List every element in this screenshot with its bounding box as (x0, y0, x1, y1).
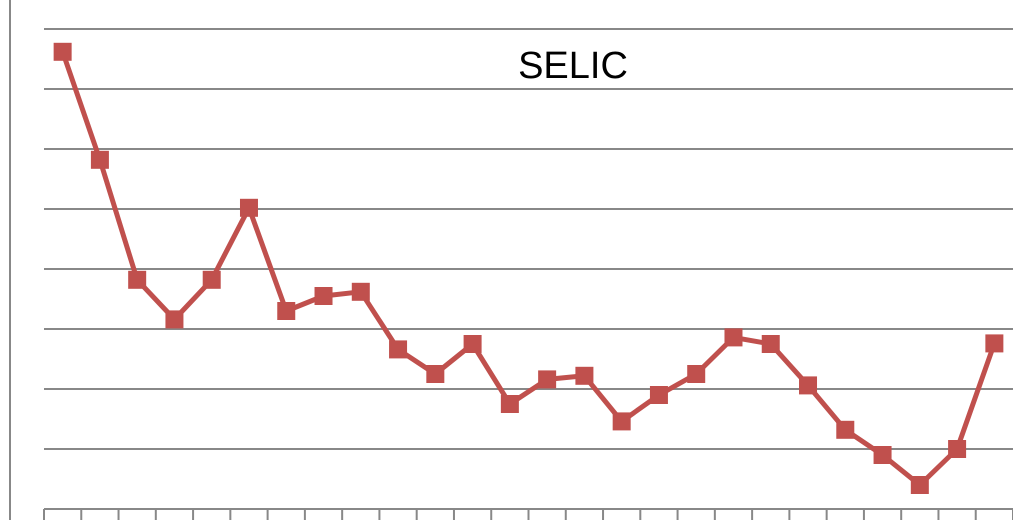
marker (761, 335, 780, 353)
marker (463, 335, 482, 353)
marker (575, 366, 594, 385)
marker (724, 328, 743, 347)
marker (426, 365, 445, 383)
marker (500, 395, 519, 413)
marker (612, 412, 631, 431)
marker (351, 282, 370, 301)
marker (948, 440, 967, 458)
marker (985, 334, 1004, 353)
marker (165, 310, 184, 329)
chart-title: SELIC (518, 45, 628, 87)
marker (836, 420, 855, 439)
marker (128, 270, 147, 289)
marker (873, 446, 892, 464)
marker (910, 476, 929, 494)
marker (649, 386, 668, 404)
series (53, 42, 1004, 494)
marker (389, 340, 408, 359)
marker (799, 376, 818, 395)
marker (90, 150, 109, 169)
marker (277, 302, 296, 320)
marker (239, 198, 258, 217)
marker (538, 370, 557, 389)
marker (53, 42, 72, 61)
marker (314, 287, 333, 305)
marker (202, 270, 221, 289)
marker (687, 365, 706, 383)
